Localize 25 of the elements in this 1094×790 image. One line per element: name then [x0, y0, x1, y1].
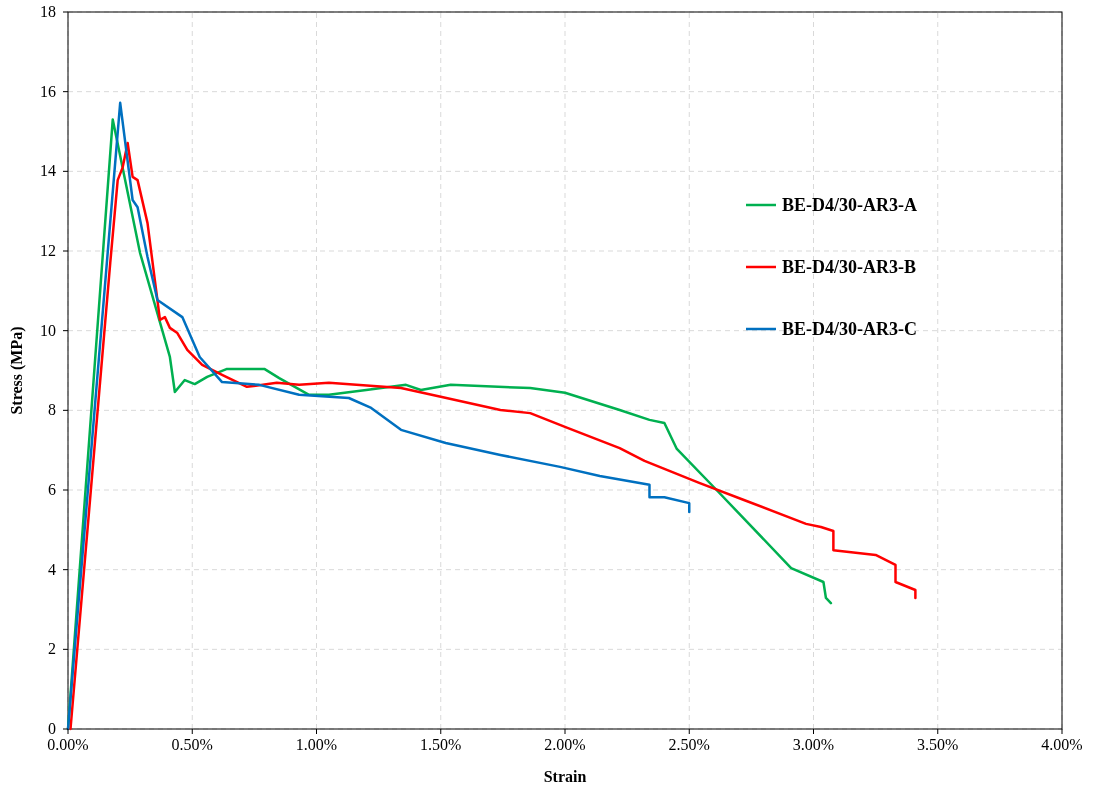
y-tick-label: 4	[48, 560, 56, 578]
x-tick-label: 3.00%	[792, 736, 835, 753]
x-tick-label: 0.50%	[171, 736, 213, 753]
y-axis-title: Stress (MPa)	[8, 326, 26, 415]
x-tick-label: 2.50%	[668, 736, 710, 753]
y-tick-label: 18	[40, 3, 56, 20]
y-tick-label: 14	[40, 162, 56, 180]
x-tick-label: 3.50%	[917, 736, 959, 753]
y-tick-label: 16	[40, 82, 56, 100]
legend-label: BE-D4/30-AR3-C	[782, 319, 917, 339]
y-tick-label: 0	[48, 720, 56, 737]
y-tick-label: 2	[48, 640, 56, 658]
y-tick-label: 6	[48, 481, 56, 498]
x-tick-label: 0.00%	[47, 736, 89, 753]
legend-label: BE-D4/30-AR3-A	[782, 195, 917, 215]
x-tick-label: 1.00%	[295, 736, 338, 753]
x-axis-title: Strain	[543, 768, 587, 785]
x-tick-label: 2.00%	[544, 736, 586, 753]
x-tick-label: 4.00%	[1041, 736, 1083, 753]
y-tick-label: 10	[40, 321, 56, 339]
x-tick-label: 1.50%	[420, 736, 462, 753]
y-tick-label: 12	[40, 242, 56, 259]
legend-label: BE-D4/30-AR3-B	[782, 257, 916, 277]
y-tick-label: 8	[48, 401, 56, 419]
line-series	[66, 101, 691, 731]
